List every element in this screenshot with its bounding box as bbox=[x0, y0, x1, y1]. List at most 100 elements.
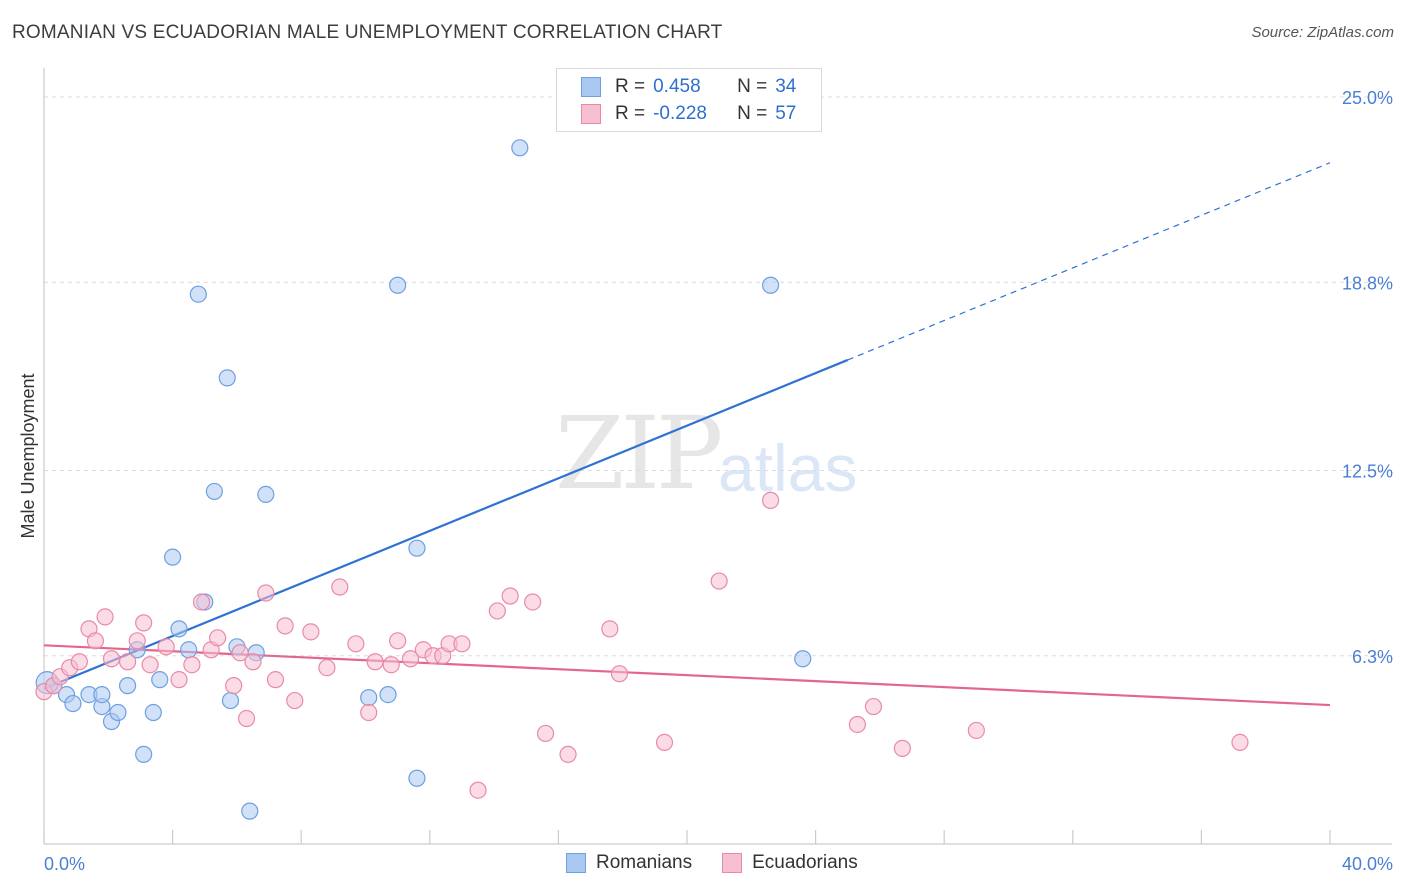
legend-label: Romanians bbox=[596, 852, 693, 873]
data-point-ecuadorians bbox=[893, 739, 912, 757]
romanians-swatch bbox=[581, 77, 601, 97]
data-point-ecuadorians bbox=[559, 745, 577, 763]
ecuadorians-swatch bbox=[581, 104, 601, 124]
data-point-ecuadorians bbox=[536, 724, 555, 743]
data-point-ecuadorians bbox=[128, 632, 146, 650]
data-point-ecuadorians bbox=[257, 584, 275, 602]
data-point-romanians bbox=[170, 620, 188, 638]
data-point-ecuadorians bbox=[453, 635, 471, 653]
gridlines bbox=[44, 96, 1392, 657]
data-point-ecuadorians bbox=[469, 781, 487, 799]
data-points bbox=[35, 139, 1249, 820]
data-point-romanians bbox=[257, 485, 275, 504]
data-point-ecuadorians bbox=[488, 602, 506, 620]
data-point-ecuadorians bbox=[864, 697, 883, 716]
data-point-romanians bbox=[794, 650, 812, 668]
data-point-ecuadorians bbox=[382, 656, 400, 674]
data-point-romanians bbox=[151, 671, 169, 689]
data-point-ecuadorians bbox=[209, 629, 227, 647]
y-axis-title: Male Unemployment bbox=[18, 373, 38, 538]
data-point-ecuadorians bbox=[761, 491, 780, 509]
y-tick-label: 25.0% bbox=[1342, 88, 1393, 108]
legend-label: Ecuadorians bbox=[752, 852, 858, 873]
data-point-ecuadorians bbox=[524, 593, 542, 611]
data-point-romanians bbox=[180, 641, 198, 659]
data-point-romanians bbox=[360, 688, 378, 707]
data-point-romanians bbox=[408, 769, 426, 787]
data-point-ecuadorians bbox=[967, 721, 985, 740]
r-value: 0.458 bbox=[653, 76, 701, 97]
source-label: Source: ZipAtlas.com bbox=[1251, 24, 1394, 41]
data-point-ecuadorians bbox=[266, 671, 285, 689]
x-tick-label: 40.0% bbox=[1342, 854, 1393, 874]
tick-labels: 6.3% 12.5% 18.8% 25.0% 0.0% 40.0% Male Unemplo… bbox=[18, 88, 1393, 874]
data-point-ecuadorians bbox=[118, 653, 137, 671]
data-point-ecuadorians bbox=[366, 653, 384, 671]
data-point-romanians bbox=[93, 685, 111, 704]
data-point-romanians bbox=[164, 548, 182, 566]
watermark-zip: ZIP bbox=[555, 395, 723, 512]
data-point-ecuadorians bbox=[157, 638, 175, 656]
data-point-romanians bbox=[408, 539, 426, 557]
romanians-swatch bbox=[566, 853, 586, 873]
data-point-ecuadorians bbox=[286, 691, 304, 710]
data-point-romanians bbox=[379, 685, 397, 704]
trend-lines bbox=[43, 162, 1331, 707]
data-point-romanians bbox=[144, 703, 162, 722]
data-point-ecuadorians bbox=[70, 653, 88, 671]
data-point-ecuadorians bbox=[231, 644, 249, 662]
data-point-ecuadorians bbox=[102, 650, 121, 668]
legend-item-ecuadorians[interactable]: Ecuadorians bbox=[722, 852, 858, 874]
data-point-ecuadorians bbox=[347, 635, 365, 653]
x-tick-label: 0.0% bbox=[44, 854, 85, 874]
y-tick-label: 18.8% bbox=[1342, 273, 1393, 293]
data-point-ecuadorians bbox=[601, 620, 619, 638]
data-point-romanians bbox=[761, 276, 780, 294]
data-point-ecuadorians bbox=[183, 656, 201, 674]
trend-extension bbox=[847, 162, 1331, 361]
data-point-ecuadorians bbox=[141, 656, 159, 674]
data-point-ecuadorians bbox=[302, 623, 320, 641]
data-point-ecuadorians bbox=[96, 608, 114, 626]
y-tick-label: 6.3% bbox=[1352, 647, 1393, 667]
data-point-ecuadorians bbox=[710, 572, 728, 590]
y-tick-label: 12.5% bbox=[1342, 462, 1393, 482]
series-legend: Romanians Ecuadorians bbox=[566, 852, 888, 874]
data-point-ecuadorians bbox=[135, 614, 153, 632]
data-point-romanians bbox=[218, 369, 236, 387]
data-point-ecuadorians bbox=[170, 671, 188, 689]
data-point-romanians bbox=[389, 276, 407, 294]
data-point-ecuadorians bbox=[86, 632, 105, 650]
watermark-atlas: atlas bbox=[718, 431, 858, 505]
data-point-ecuadorians bbox=[192, 593, 211, 611]
n-value: 34 bbox=[775, 76, 797, 97]
data-point-ecuadorians bbox=[318, 659, 336, 677]
legend-item-romanians[interactable]: Romanians bbox=[566, 852, 692, 874]
data-point-ecuadorians bbox=[1231, 733, 1249, 752]
r-value: -0.228 bbox=[653, 103, 707, 124]
data-point-ecuadorians bbox=[610, 665, 629, 683]
ecuadorians-swatch bbox=[722, 853, 743, 873]
data-point-romanians bbox=[118, 677, 137, 695]
data-point-ecuadorians bbox=[655, 733, 674, 752]
data-point-romanians bbox=[109, 703, 127, 722]
data-point-romanians bbox=[241, 802, 259, 820]
data-point-ecuadorians bbox=[244, 653, 262, 671]
data-point-ecuadorians bbox=[225, 677, 243, 695]
data-point-ecuadorians bbox=[237, 709, 256, 728]
axes bbox=[43, 68, 1392, 845]
legend-row-ecuadorians: R = -0.228 N = 57 bbox=[581, 102, 796, 126]
data-point-ecuadorians bbox=[389, 632, 407, 650]
correlation-legend: R = 0.458 N = 34 R = -0.228 N = 57 bbox=[556, 68, 822, 132]
data-point-ecuadorians bbox=[848, 715, 866, 734]
r-label: R = bbox=[615, 76, 646, 97]
chart-title: ROMANIAN VS ECUADORIAN MALE UNEMPLOYMENT… bbox=[12, 22, 723, 43]
legend-row-romanians: R = 0.458 N = 34 bbox=[581, 75, 796, 99]
data-point-ecuadorians bbox=[501, 587, 519, 605]
data-point-romanians bbox=[511, 139, 529, 157]
n-label: N = bbox=[737, 76, 768, 97]
n-value: 57 bbox=[775, 103, 797, 124]
data-point-romanians bbox=[135, 745, 153, 763]
r-label: R = bbox=[615, 103, 646, 124]
